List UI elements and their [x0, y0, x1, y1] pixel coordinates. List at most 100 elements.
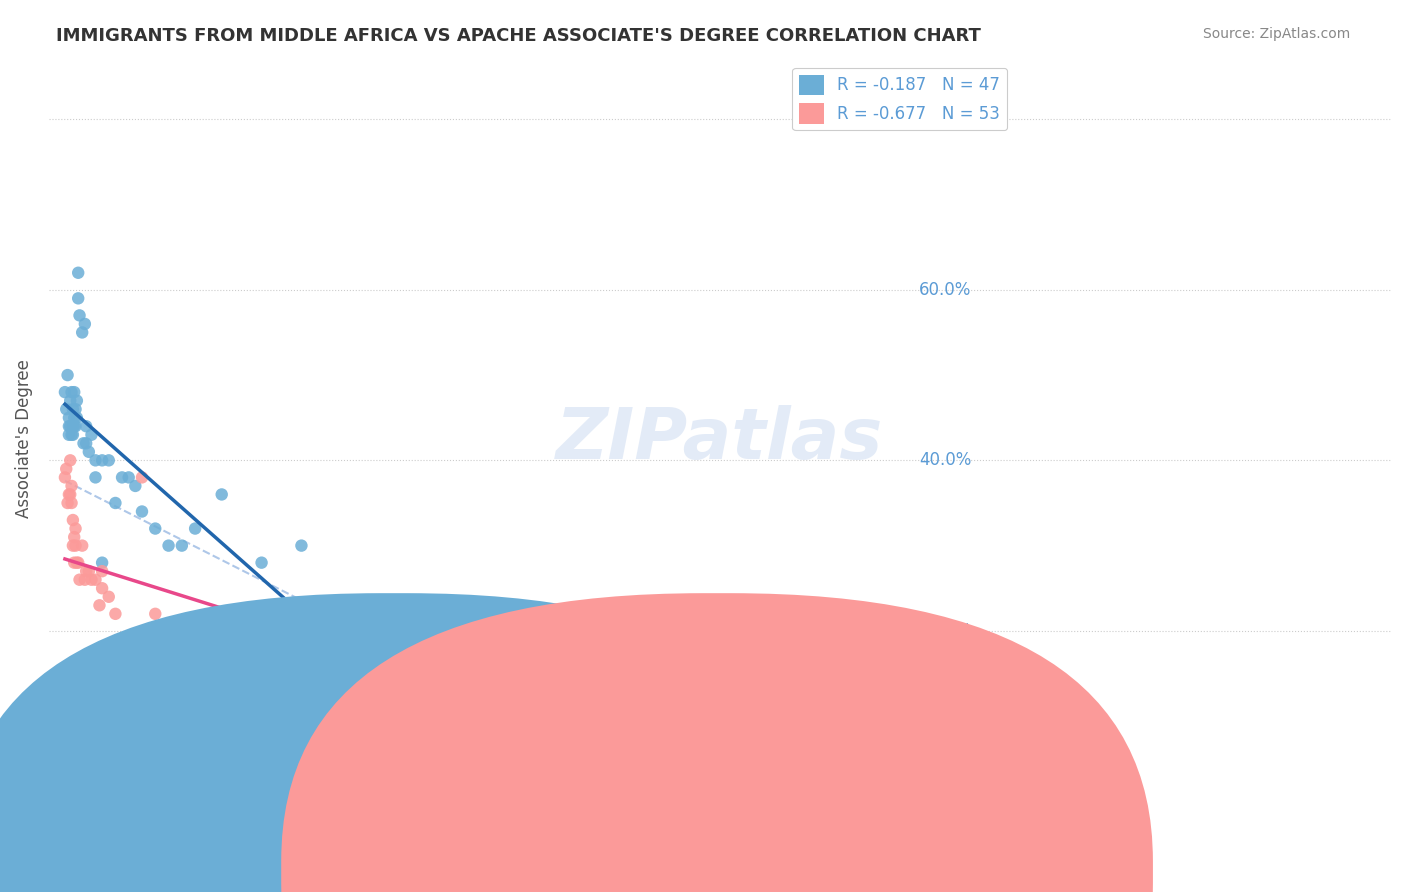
Point	[80, 427, 103, 442]
Point	[91, 564, 114, 578]
Point	[56, 496, 79, 510]
Point	[65, 522, 87, 536]
Point	[63, 419, 86, 434]
Point	[69, 309, 91, 323]
Point	[143, 607, 166, 621]
Point	[77, 445, 100, 459]
Point	[396, 717, 419, 731]
Y-axis label: Associate's Degree: Associate's Degree	[15, 359, 32, 518]
Point	[263, 657, 285, 672]
Point	[65, 539, 87, 553]
Text: ZIPatlas: ZIPatlas	[557, 405, 884, 474]
Point	[66, 393, 89, 408]
Text: Source: ZipAtlas.com: Source: ZipAtlas.com	[1202, 27, 1350, 41]
Text: 60.0%: 60.0%	[920, 281, 972, 299]
Point	[73, 317, 96, 331]
Point	[65, 419, 87, 434]
Point	[62, 427, 84, 442]
Point	[238, 649, 260, 664]
Point	[370, 657, 392, 672]
Text: Immigrants from Middle Africa: Immigrants from Middle Africa	[418, 859, 651, 874]
Point	[450, 683, 472, 698]
Point	[91, 556, 114, 570]
Point	[53, 470, 76, 484]
Point	[170, 640, 193, 655]
Point	[104, 607, 127, 621]
Point	[716, 726, 738, 740]
Point	[73, 573, 96, 587]
Point	[59, 487, 82, 501]
Point	[60, 427, 83, 442]
Point	[848, 675, 870, 690]
Legend: R = -0.187   N = 47, R = -0.677   N = 53: R = -0.187 N = 47, R = -0.677 N = 53	[793, 68, 1007, 130]
Point	[67, 266, 90, 280]
Point	[60, 479, 83, 493]
Point	[290, 539, 312, 553]
Point	[63, 385, 86, 400]
Point	[250, 640, 273, 655]
Point	[70, 539, 93, 553]
Point	[53, 385, 76, 400]
Point	[343, 649, 366, 664]
Point	[104, 666, 127, 681]
Point	[118, 470, 141, 484]
Point	[62, 402, 84, 417]
Point	[316, 649, 339, 664]
Point	[111, 470, 134, 484]
Text: 20.0%: 20.0%	[920, 622, 972, 640]
Point	[131, 504, 153, 518]
Point	[55, 402, 77, 417]
Point	[84, 470, 107, 484]
Text: IMMIGRANTS FROM MIDDLE AFRICA VS APACHE ASSOCIATE'S DEGREE CORRELATION CHART: IMMIGRANTS FROM MIDDLE AFRICA VS APACHE …	[56, 27, 981, 45]
Point	[62, 513, 84, 527]
Point	[224, 632, 246, 647]
Point	[89, 599, 111, 613]
Point	[56, 368, 79, 382]
Point	[59, 393, 82, 408]
Point	[277, 657, 299, 672]
Point	[70, 326, 93, 340]
Point	[250, 556, 273, 570]
Point	[58, 419, 80, 434]
Point	[157, 539, 180, 553]
Point	[66, 556, 89, 570]
Point	[118, 632, 141, 647]
Point	[104, 496, 127, 510]
Point	[75, 419, 97, 434]
Point	[55, 462, 77, 476]
Point	[63, 556, 86, 570]
Point	[80, 573, 103, 587]
Point	[197, 632, 219, 647]
Point	[91, 581, 114, 595]
Point	[91, 453, 114, 467]
Point	[304, 675, 326, 690]
Point	[184, 624, 207, 638]
Point	[62, 539, 84, 553]
Point	[143, 522, 166, 536]
Point	[170, 539, 193, 553]
Text: Apache: Apache	[787, 859, 844, 874]
Point	[59, 453, 82, 467]
Point	[111, 640, 134, 655]
Point	[84, 453, 107, 467]
Point	[67, 556, 90, 570]
Point	[97, 590, 120, 604]
Point	[63, 530, 86, 544]
Point	[124, 479, 146, 493]
Point	[75, 564, 97, 578]
Point	[58, 410, 80, 425]
Point	[66, 410, 89, 425]
Point	[65, 402, 87, 417]
Point	[582, 700, 605, 714]
Point	[59, 419, 82, 434]
Point	[97, 453, 120, 467]
Point	[75, 436, 97, 450]
Point	[63, 410, 86, 425]
Point	[211, 487, 233, 501]
Point	[184, 522, 207, 536]
Point	[60, 496, 83, 510]
Point	[58, 427, 80, 442]
Point	[72, 436, 94, 450]
Point	[84, 573, 107, 587]
Point	[131, 470, 153, 484]
